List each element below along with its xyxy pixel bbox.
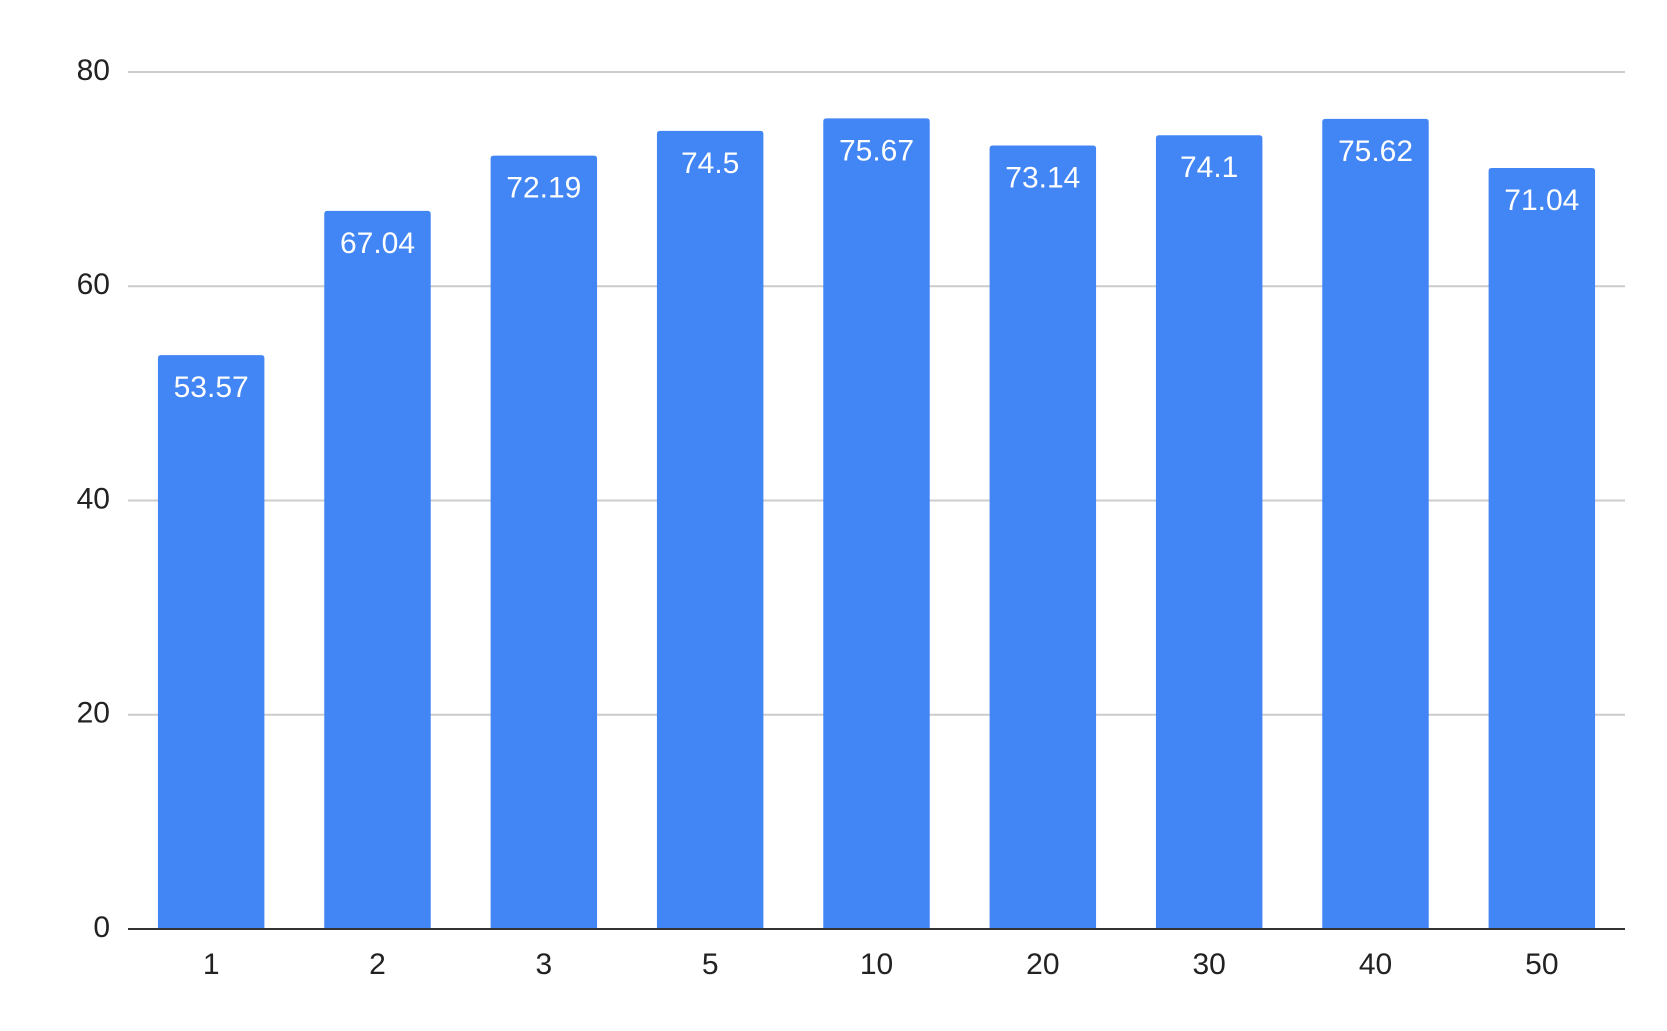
- data-label: 71.04: [1504, 184, 1579, 217]
- data-label: 53.57: [174, 371, 249, 404]
- y-tick-label: 20: [77, 697, 110, 730]
- x-tick-label: 2: [369, 948, 386, 981]
- bar: [1322, 118, 1429, 929]
- x-tick-label: 5: [702, 948, 719, 981]
- bar: [656, 130, 764, 929]
- x-tick-label: 30: [1192, 948, 1225, 981]
- y-tick-label: 60: [77, 268, 110, 301]
- x-tick-label: 1: [203, 948, 220, 981]
- x-tick-label: 20: [1026, 948, 1059, 981]
- x-tick-label: 10: [860, 948, 893, 981]
- data-label: 75.62: [1338, 135, 1413, 168]
- bar: [157, 355, 265, 930]
- y-tick-label: 80: [77, 54, 110, 87]
- bar: [324, 210, 431, 930]
- bar: [490, 155, 598, 930]
- data-label: 72.19: [506, 172, 581, 205]
- bar: [1155, 135, 1263, 930]
- bar: [989, 145, 1097, 930]
- data-label: 67.04: [340, 227, 415, 260]
- bar: [823, 118, 930, 929]
- bar: [1488, 167, 1596, 929]
- y-tick-label: 0: [93, 911, 110, 944]
- x-tick-label: 3: [535, 948, 552, 981]
- data-label: 73.14: [1005, 161, 1080, 194]
- data-label: 74.5: [681, 147, 739, 180]
- x-tick-label: 40: [1359, 948, 1392, 981]
- data-label: 75.67: [839, 134, 914, 167]
- y-tick-label: 40: [77, 482, 110, 515]
- data-label: 74.1: [1180, 151, 1238, 184]
- x-tick-label: 50: [1525, 948, 1558, 981]
